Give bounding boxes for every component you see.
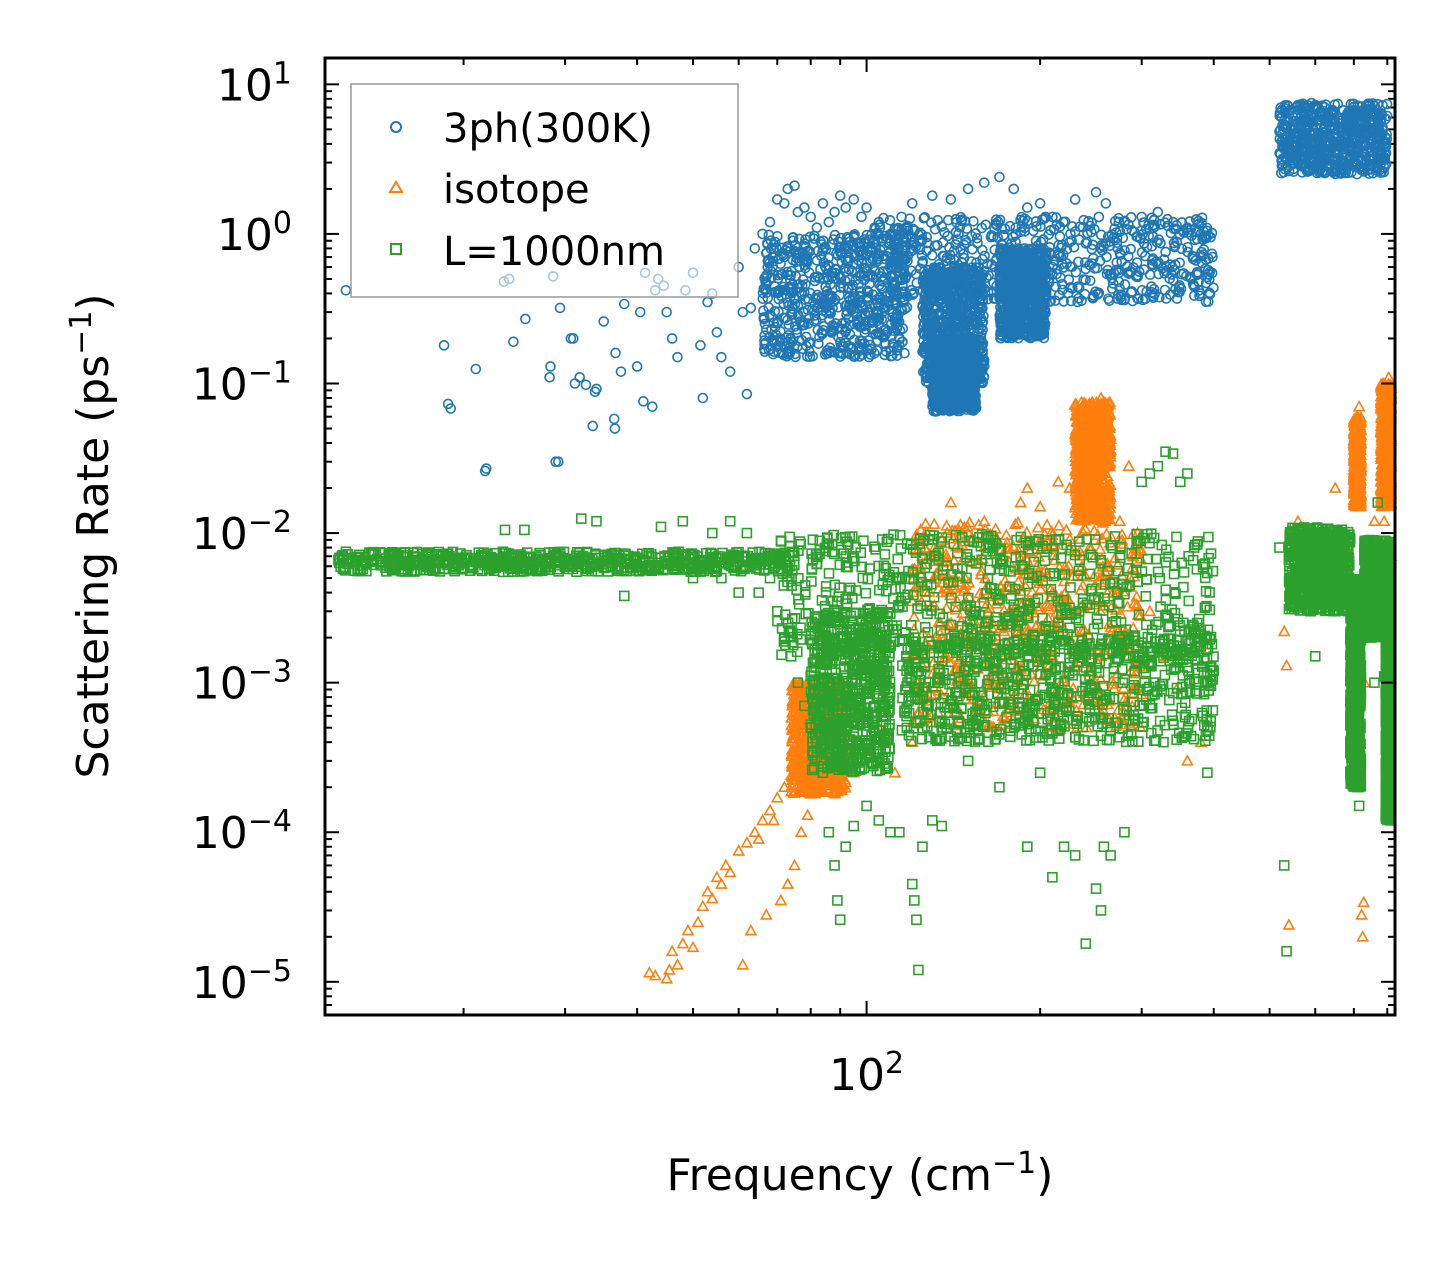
data-point-circle: [546, 362, 555, 371]
data-point-circle: [556, 303, 565, 312]
data-point-circle: [800, 203, 809, 212]
data-point-circle: [824, 218, 833, 227]
data-point-circle: [980, 178, 989, 187]
data-point-circle: [703, 298, 712, 307]
data-point-circle: [995, 173, 1004, 182]
data-point-circle: [662, 308, 671, 317]
data-point-circle: [341, 286, 350, 295]
data-point-circle: [758, 229, 767, 238]
data-point-circle: [698, 393, 707, 402]
data-point-circle: [908, 199, 917, 208]
data-point-circle: [830, 208, 839, 217]
data-point-circle: [599, 317, 608, 326]
data-point-circle: [793, 208, 802, 217]
data-point-circle: [836, 191, 845, 200]
data-point-circle: [742, 390, 751, 399]
data-point-circle: [849, 195, 858, 204]
data-point-circle: [509, 337, 518, 346]
data-point-circle: [841, 203, 850, 212]
data-point-circle: [964, 184, 973, 193]
data-point-circle: [620, 300, 629, 309]
data-point-circle: [726, 367, 735, 376]
data-point-circle: [762, 325, 771, 334]
data-point-triangle: [1033, 523, 1043, 532]
data-point-circle: [1146, 270, 1155, 279]
data-point-circle: [521, 314, 530, 323]
data-point-circle: [1009, 184, 1018, 193]
data-point-circle: [1071, 195, 1080, 204]
data-point-circle: [928, 191, 937, 200]
data-point-circle: [610, 424, 619, 433]
data-point-circle: [1023, 203, 1032, 212]
data-point-circle: [897, 212, 906, 221]
data-point-circle: [471, 365, 480, 374]
data-point-circle: [668, 334, 677, 343]
data-point-circle: [1101, 199, 1110, 208]
data-point-circle: [806, 212, 815, 221]
data-point-circle: [581, 380, 590, 389]
data-point-circle: [1153, 208, 1162, 217]
data-point-circle: [592, 384, 601, 393]
data-point-circle: [673, 353, 682, 362]
data-point-circle: [717, 353, 726, 362]
data-point-circle: [773, 232, 782, 241]
data-point-circle: [1055, 232, 1064, 241]
data-point-circle: [946, 195, 955, 204]
data-point-circle: [1036, 199, 1045, 208]
data-point-circle: [812, 223, 821, 232]
series-1: [644, 372, 1396, 982]
data-point-circle: [611, 348, 620, 357]
data-point-circle: [712, 328, 721, 337]
data-point-circle: [633, 362, 642, 371]
data-point-circle: [575, 373, 584, 382]
data-point-circle: [1094, 212, 1103, 221]
data-point-circle: [588, 421, 597, 430]
data-point-triangle: [1054, 521, 1064, 530]
data-point-circle: [780, 199, 789, 208]
data-point-circle: [746, 303, 755, 312]
data-point-circle: [639, 397, 648, 406]
data-point-circle: [648, 402, 657, 411]
data-point-circle: [818, 199, 827, 208]
data-point-circle: [857, 212, 866, 221]
data-point-circle: [750, 244, 759, 253]
data-point-circle: [545, 373, 554, 382]
data-point-circle: [570, 379, 579, 388]
data-point-circle: [610, 414, 619, 423]
data-point-circle: [862, 203, 871, 212]
data-point-circle: [1137, 212, 1146, 221]
data-point-circle: [696, 341, 705, 350]
data-point-circle: [1092, 188, 1101, 197]
data-point-circle: [636, 308, 645, 317]
data-point-circle: [766, 218, 775, 227]
data-point-circle: [616, 367, 625, 376]
data-point-circle: [440, 341, 449, 350]
